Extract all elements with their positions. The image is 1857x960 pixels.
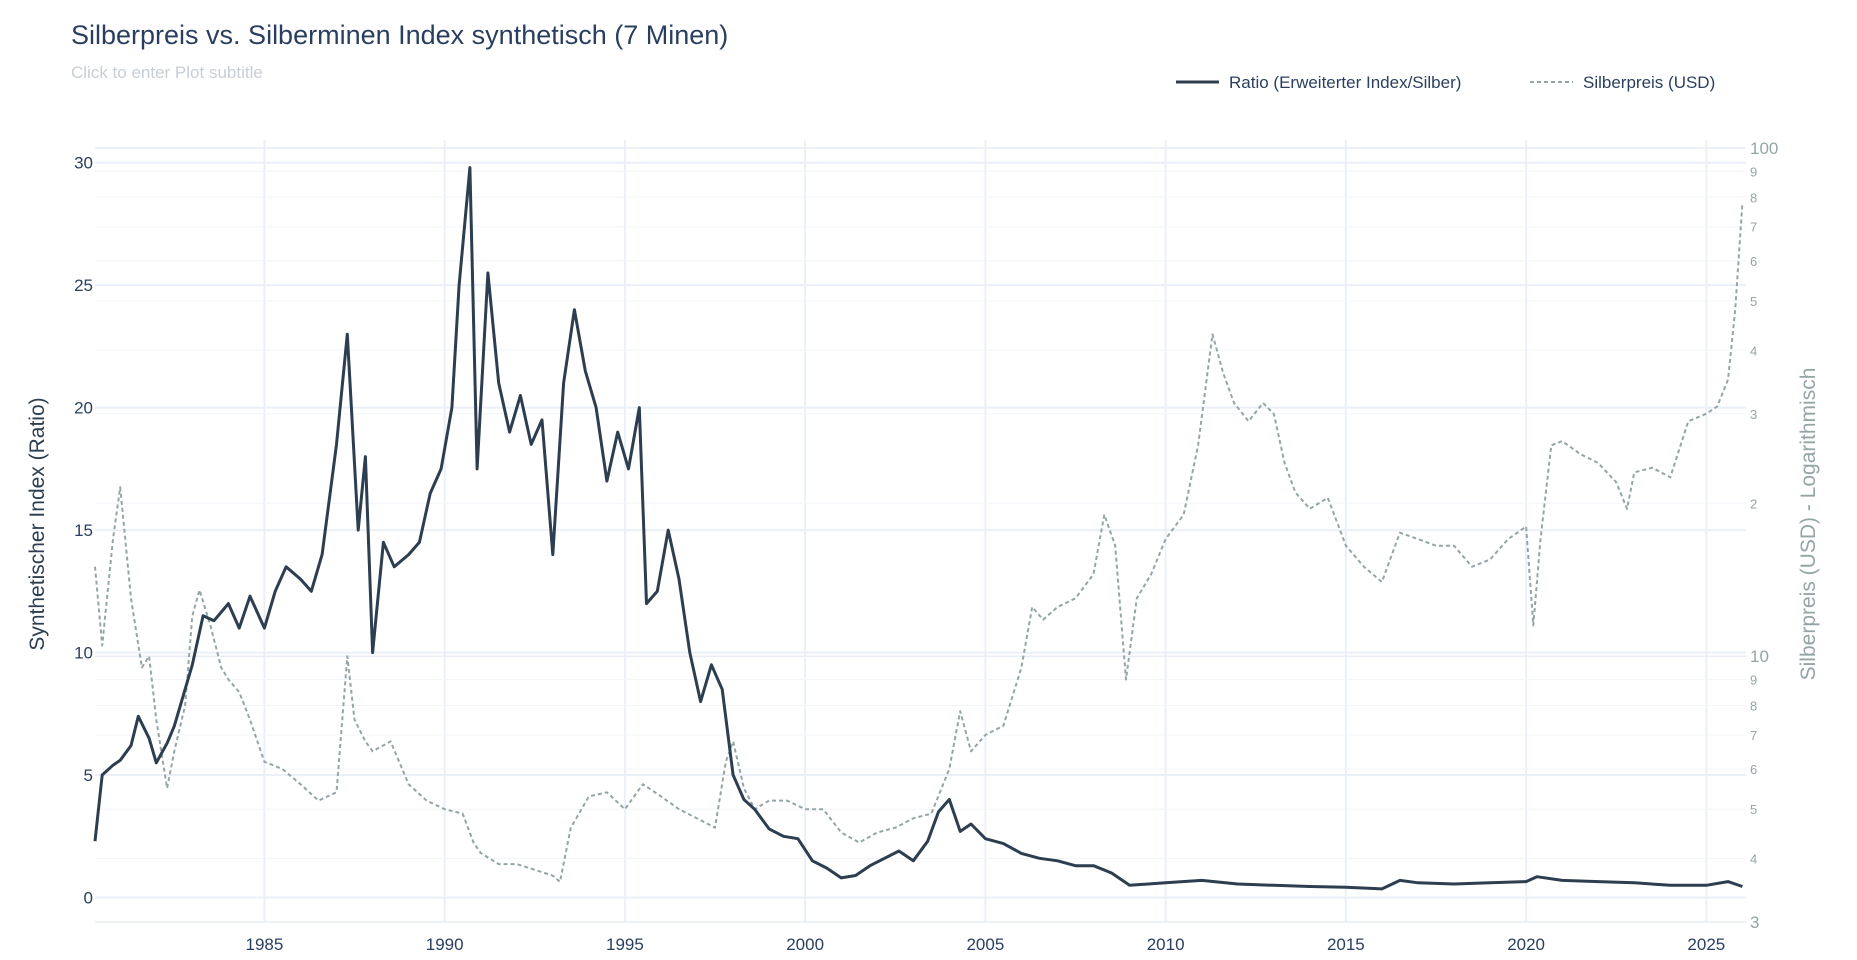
x-tick-label: 1995	[606, 935, 644, 954]
y2-tick-label: 6	[1750, 254, 1757, 269]
y2-tick-label: 3	[1750, 913, 1759, 932]
y-tick-label: 30	[74, 154, 93, 173]
y-tick-label: 25	[74, 276, 93, 295]
chart-subtitle[interactable]: Click to enter Plot subtitle	[71, 63, 263, 82]
y2-tick-label: 6	[1750, 762, 1757, 777]
y2-tick-label: 4	[1750, 852, 1757, 867]
legend-label-silver[interactable]: Silberpreis (USD)	[1583, 73, 1715, 92]
chart-title: Silberpreis vs. Silberminen Index synthe…	[71, 20, 728, 50]
y2-tick-label: 3	[1750, 407, 1757, 422]
y2-tick-label: 5	[1750, 802, 1757, 817]
x-tick-label: 2000	[786, 935, 824, 954]
y-tick-label: 15	[74, 521, 93, 540]
y-tick-label: 20	[74, 399, 93, 418]
y2-tick-label: 7	[1750, 728, 1757, 743]
plot-area	[93, 166, 1744, 891]
x-tick-label: 2015	[1327, 935, 1365, 954]
y2-tick-label: 4	[1750, 343, 1757, 358]
y2-tick-label: 2	[1750, 496, 1757, 511]
y-tick-label: 0	[84, 889, 93, 908]
y-tick-label: 5	[84, 766, 93, 785]
axis-ticks: 1985 1990 1995 2000 2005 2010 2015 2020 20250510…	[74, 139, 1778, 954]
x-tick-label: 1985	[246, 935, 284, 954]
y2-tick-label: 9	[1750, 673, 1757, 688]
series-line-ratio	[93, 166, 1743, 891]
y2-tick-label: 7	[1750, 220, 1757, 235]
x-tick-label: 2020	[1507, 935, 1545, 954]
series-line-silver	[94, 202, 1744, 883]
y2-tick-label: 8	[1750, 699, 1757, 714]
y2-tick-label: 9	[1750, 164, 1757, 179]
legend-label-ratio[interactable]: Ratio (Erweiterter Index/Silber)	[1229, 73, 1461, 92]
y2-tick-label: 10	[1750, 647, 1769, 666]
x-tick-label: 1990	[426, 935, 464, 954]
y-axis-title-left: Synthetischer Index (Ratio)	[26, 397, 49, 650]
y2-tick-label: 5	[1750, 294, 1757, 309]
y-tick-label: 10	[74, 644, 93, 663]
y-axis-title-right: Silberpreis (USD) - Logarithmisch	[1797, 368, 1820, 681]
x-tick-label: 2010	[1147, 935, 1185, 954]
y2-tick-label: 8	[1750, 190, 1757, 205]
y2-tick-label: 100	[1750, 139, 1778, 158]
x-tick-label: 2005	[966, 935, 1004, 954]
legend[interactable]: Ratio (Erweiterter Index/Silber) Silberp…	[1176, 73, 1715, 92]
x-tick-label: 2025	[1687, 935, 1725, 954]
gridlines	[95, 140, 1746, 923]
